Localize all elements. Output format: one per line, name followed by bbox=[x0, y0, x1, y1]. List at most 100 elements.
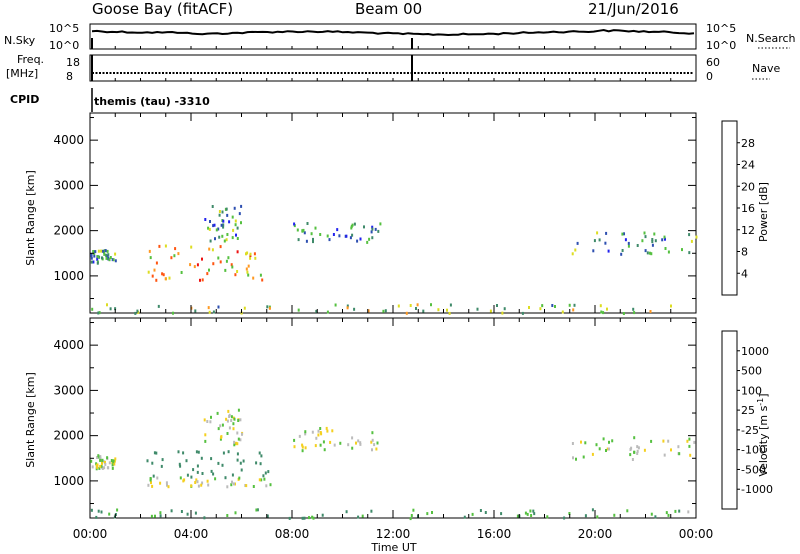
data-cell-5-14 bbox=[288, 516, 291, 520]
data-cell-4-10 bbox=[449, 303, 452, 307]
data-cell-5-37 bbox=[412, 508, 415, 512]
data-cell-5-25 bbox=[643, 231, 646, 235]
data-cell-5-11 bbox=[154, 514, 156, 518]
data-cell-5-23 bbox=[674, 509, 677, 513]
data-cell-0-27 bbox=[103, 466, 106, 470]
data-cell-3-23 bbox=[350, 226, 353, 230]
data-cell-3-1 bbox=[363, 225, 365, 229]
velocity-panel-frame bbox=[89, 317, 697, 519]
data-cell-4-27 bbox=[301, 443, 304, 447]
data-cell-1-39 bbox=[264, 471, 267, 475]
data-cell-4-19 bbox=[301, 445, 304, 449]
data-cell-4-34 bbox=[561, 310, 564, 314]
data-cell-3-6 bbox=[234, 442, 237, 446]
data-cell-4-25 bbox=[357, 439, 360, 443]
data-cell-4-47 bbox=[606, 307, 608, 311]
data-cell-6-3 bbox=[608, 440, 610, 444]
data-cell-0-9 bbox=[103, 251, 106, 255]
data-cell-5-34 bbox=[593, 239, 596, 243]
xtick-label-2: 08:00 bbox=[275, 527, 310, 541]
data-cell-4-4 bbox=[539, 307, 542, 311]
data-cell-2-4 bbox=[260, 478, 263, 482]
ytick-label-1-2: 3000 bbox=[53, 383, 84, 397]
data-cell-5-14 bbox=[571, 252, 574, 256]
data-cell-0-18 bbox=[114, 259, 117, 263]
data-cell-1-9 bbox=[201, 472, 204, 475]
data-cell-3-11 bbox=[203, 418, 206, 422]
data-cell-2-34 bbox=[165, 481, 168, 485]
data-cell-4-14 bbox=[314, 444, 317, 448]
data-cell-2-24 bbox=[234, 223, 237, 227]
power-ylabel: Slant Range [km] bbox=[24, 170, 37, 266]
power-cbar-label-4: 20 bbox=[741, 180, 755, 193]
data-cell-4-15 bbox=[409, 304, 412, 307]
nsky-trace bbox=[91, 28, 695, 37]
xtick-label-5: 20:00 bbox=[578, 527, 613, 541]
data-cell-1-4 bbox=[196, 470, 199, 474]
data-cell-6-34 bbox=[571, 442, 574, 445]
data-cell-0-21 bbox=[100, 464, 103, 468]
data-cell-3-20 bbox=[351, 233, 354, 237]
data-cell-5-23 bbox=[688, 233, 691, 237]
data-cell-1-15 bbox=[212, 472, 215, 476]
data-cell-3-30 bbox=[306, 222, 309, 225]
data-cell-4-10 bbox=[339, 441, 342, 445]
data-cell-1-14 bbox=[267, 470, 270, 474]
data-cell-5-12 bbox=[591, 508, 594, 512]
data-cell-5-54 bbox=[308, 516, 310, 520]
data-cell-5-37 bbox=[651, 238, 654, 241]
data-cell-4-13 bbox=[572, 308, 575, 312]
data-cell-0-9 bbox=[113, 459, 116, 463]
data-cell-5-7 bbox=[620, 252, 623, 256]
data-cell-2-0 bbox=[207, 483, 210, 487]
data-cell-6-26 bbox=[678, 452, 681, 456]
beam-title: Beam 00 bbox=[355, 0, 422, 18]
data-cell-6-24 bbox=[670, 448, 672, 452]
data-cell-2-31 bbox=[238, 476, 241, 480]
data-cell-4-30 bbox=[370, 440, 373, 444]
data-cell-1-38 bbox=[236, 458, 239, 462]
data-cell-1-35 bbox=[245, 252, 247, 256]
data-cell-4-20 bbox=[326, 429, 329, 433]
data-cell-1-18 bbox=[177, 450, 180, 454]
data-cell-6-27 bbox=[686, 439, 689, 443]
data-cell-0-28 bbox=[97, 249, 100, 253]
data-cell-5-40 bbox=[321, 513, 324, 517]
data-cell-5-50 bbox=[170, 509, 173, 513]
data-cell-2-30 bbox=[204, 218, 207, 221]
data-cell-1-3 bbox=[246, 270, 249, 274]
data-cell-5-26 bbox=[255, 508, 258, 512]
data-cell-1-22 bbox=[236, 270, 239, 273]
data-cell-4-15 bbox=[359, 442, 362, 446]
data-cell-6-20 bbox=[611, 439, 614, 443]
data-cell-4-44 bbox=[217, 305, 220, 309]
power-cbar-label-3: 16 bbox=[741, 202, 755, 215]
data-cell-5-61 bbox=[186, 512, 189, 516]
data-cell-5-55 bbox=[500, 512, 503, 516]
data-cell-3-16 bbox=[217, 427, 220, 431]
data-cell-2-22 bbox=[213, 223, 216, 227]
data-cell-4-0 bbox=[554, 305, 556, 308]
data-cell-3-26 bbox=[356, 239, 359, 243]
data-cell-4-33 bbox=[501, 311, 504, 315]
data-cell-5-27 bbox=[650, 252, 653, 256]
data-cell-3-19 bbox=[371, 225, 374, 229]
data-cell-5-25 bbox=[596, 515, 599, 519]
data-cell-0-22 bbox=[101, 458, 104, 462]
data-cell-5-21 bbox=[159, 511, 162, 515]
data-cell-1-41 bbox=[180, 271, 183, 274]
data-cell-3-34 bbox=[241, 432, 243, 436]
data-cell-4-65 bbox=[208, 310, 211, 314]
data-cell-1-52 bbox=[155, 261, 158, 265]
velocity-cbar-label-3: -25 bbox=[741, 424, 759, 437]
data-cell-4-8 bbox=[333, 443, 336, 447]
data-cell-6-37 bbox=[582, 455, 585, 459]
data-cell-0-35 bbox=[97, 454, 100, 458]
data-cell-3-2 bbox=[366, 240, 369, 244]
data-cell-2-38 bbox=[222, 219, 225, 223]
data-cell-1-5 bbox=[234, 273, 237, 277]
data-cell-1-26 bbox=[219, 245, 222, 249]
velocity-cbar-label-5: 100 bbox=[741, 384, 762, 397]
data-cell-5-6 bbox=[653, 232, 656, 236]
data-cell-4-60 bbox=[446, 308, 448, 312]
